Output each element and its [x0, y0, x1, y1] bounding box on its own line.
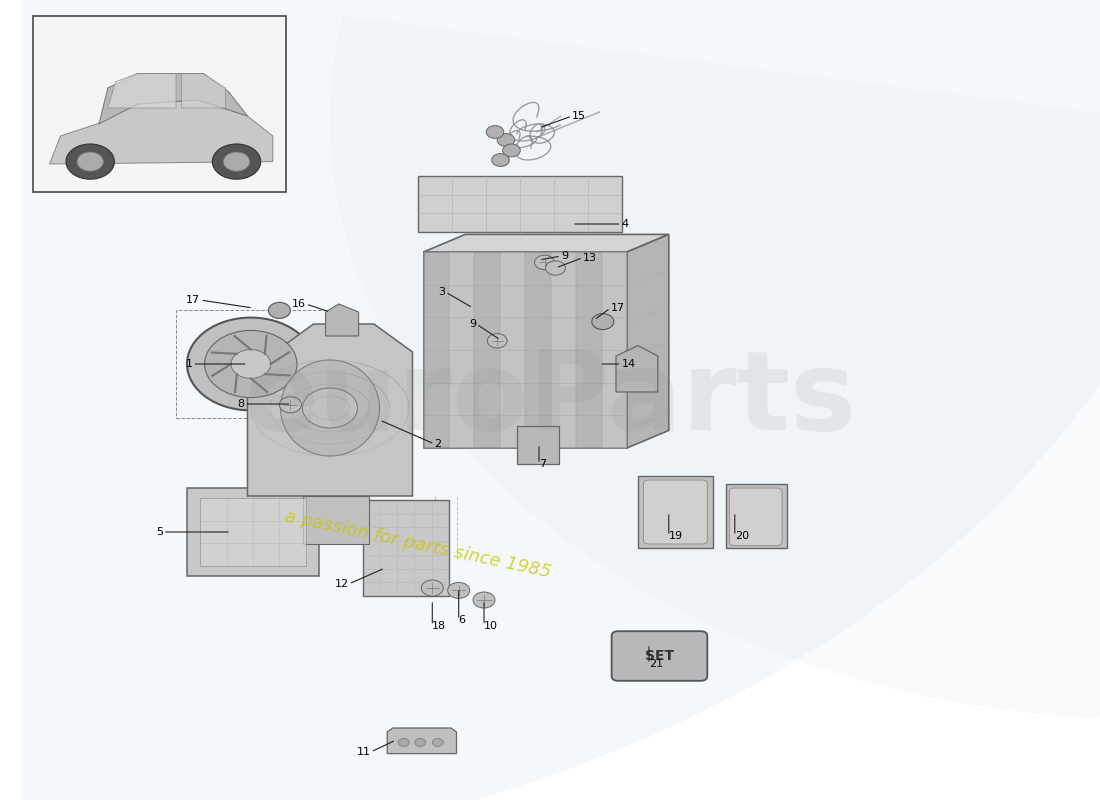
Circle shape: [421, 580, 443, 596]
Text: 16: 16: [292, 299, 306, 309]
Circle shape: [432, 738, 443, 746]
Circle shape: [487, 334, 507, 348]
Wedge shape: [22, 0, 1100, 800]
Circle shape: [415, 738, 426, 746]
Bar: [449, 252, 474, 448]
Circle shape: [546, 261, 565, 275]
Bar: [302, 496, 368, 544]
Bar: [176, 310, 326, 418]
Circle shape: [205, 330, 297, 398]
Circle shape: [212, 144, 261, 179]
Text: 8: 8: [238, 399, 244, 409]
Ellipse shape: [280, 360, 380, 456]
Polygon shape: [616, 346, 658, 392]
Text: 6: 6: [459, 615, 465, 625]
Bar: [638, 476, 713, 548]
Text: 4: 4: [621, 219, 628, 229]
Text: 13: 13: [583, 253, 597, 262]
Polygon shape: [182, 74, 225, 108]
Text: 15: 15: [572, 111, 586, 121]
Bar: [576, 252, 602, 448]
Text: euroParts: euroParts: [243, 346, 857, 454]
Polygon shape: [99, 74, 248, 124]
Bar: [551, 252, 576, 448]
Polygon shape: [248, 324, 412, 496]
Text: 9: 9: [470, 319, 476, 329]
Circle shape: [77, 152, 103, 171]
Text: 9: 9: [561, 251, 568, 261]
FancyBboxPatch shape: [612, 631, 707, 681]
Circle shape: [187, 318, 315, 410]
Circle shape: [473, 592, 495, 608]
Text: 7: 7: [539, 459, 546, 469]
Text: 1: 1: [186, 359, 192, 369]
Text: 18: 18: [432, 621, 447, 630]
Text: 10: 10: [484, 621, 498, 630]
Text: a passion for parts since 1985: a passion for parts since 1985: [283, 507, 553, 581]
Text: 11: 11: [356, 747, 371, 757]
Bar: [187, 488, 319, 576]
Circle shape: [398, 738, 409, 746]
Text: 19: 19: [669, 531, 683, 541]
Bar: [418, 176, 622, 232]
Circle shape: [503, 144, 520, 157]
FancyBboxPatch shape: [729, 488, 782, 546]
Bar: [499, 252, 526, 448]
Polygon shape: [387, 728, 456, 754]
Circle shape: [66, 144, 114, 179]
Circle shape: [448, 582, 470, 598]
Polygon shape: [424, 252, 627, 448]
Bar: [200, 498, 306, 566]
Text: SET: SET: [645, 649, 674, 663]
Text: 17: 17: [186, 295, 200, 305]
Text: 2: 2: [434, 439, 441, 449]
Text: 14: 14: [621, 359, 636, 369]
Text: 20: 20: [735, 531, 749, 541]
Bar: [517, 426, 559, 464]
Text: 3: 3: [439, 287, 446, 297]
Polygon shape: [108, 74, 176, 108]
Circle shape: [268, 302, 290, 318]
Text: 21: 21: [649, 659, 663, 669]
Circle shape: [302, 388, 358, 428]
Circle shape: [592, 314, 614, 330]
Circle shape: [223, 152, 250, 171]
Bar: [474, 252, 499, 448]
Bar: [363, 500, 449, 596]
Circle shape: [279, 397, 301, 413]
Circle shape: [486, 126, 504, 138]
Polygon shape: [627, 234, 669, 448]
Bar: [726, 484, 786, 548]
Polygon shape: [50, 100, 273, 164]
Circle shape: [231, 350, 271, 378]
Circle shape: [535, 255, 554, 270]
Circle shape: [497, 134, 515, 146]
Polygon shape: [326, 304, 359, 336]
Bar: [33, 16, 286, 192]
Bar: [526, 252, 551, 448]
Text: 12: 12: [334, 579, 349, 589]
FancyBboxPatch shape: [644, 480, 707, 544]
Polygon shape: [424, 234, 669, 252]
Text: 5: 5: [156, 527, 163, 537]
Wedge shape: [330, 16, 1100, 720]
Bar: [602, 252, 627, 448]
Text: 17: 17: [610, 303, 625, 313]
Bar: [424, 252, 449, 448]
Circle shape: [492, 154, 509, 166]
